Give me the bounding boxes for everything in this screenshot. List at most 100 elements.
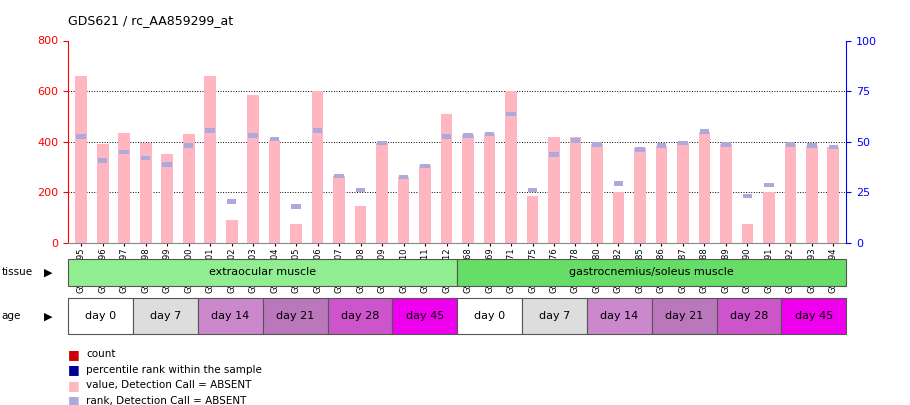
Bar (119, 149, 129, 154)
Bar (592, 144, 603, 243)
Text: day 21: day 21 (665, 311, 703, 321)
Bar (716, 298, 782, 334)
Bar (635, 147, 645, 151)
Bar (392, 298, 457, 334)
Bar (829, 145, 838, 149)
Bar (483, 134, 495, 243)
Bar (378, 141, 387, 145)
Bar (677, 143, 689, 243)
Bar (328, 298, 392, 334)
Bar (528, 188, 537, 192)
Bar (197, 298, 263, 334)
Text: ■: ■ (68, 394, 80, 405)
Text: gastrocnemius/soleus muscle: gastrocnemius/soleus muscle (570, 267, 734, 277)
Bar (399, 175, 409, 179)
Bar (807, 143, 817, 148)
Bar (548, 137, 560, 243)
Bar (141, 156, 150, 160)
Bar (462, 135, 474, 243)
Bar (420, 164, 431, 243)
Bar (612, 192, 624, 243)
Bar (806, 145, 818, 243)
Bar (376, 143, 388, 243)
Bar (334, 174, 344, 178)
Bar (764, 183, 774, 187)
Bar (457, 298, 522, 334)
Bar (248, 133, 258, 138)
Bar (68, 259, 457, 286)
Bar (742, 224, 753, 243)
Text: percentile rank within the sample: percentile rank within the sample (86, 365, 262, 375)
Bar (743, 194, 753, 198)
Bar (485, 132, 494, 136)
Bar (96, 144, 108, 243)
Bar (184, 143, 194, 148)
Bar (652, 298, 716, 334)
Bar (522, 298, 587, 334)
Bar (592, 142, 602, 147)
Bar (463, 133, 473, 138)
Bar (76, 134, 86, 139)
Bar (440, 114, 452, 243)
Bar (398, 177, 410, 243)
Text: day 14: day 14 (601, 311, 639, 321)
Text: ■: ■ (68, 363, 80, 376)
Text: ▶: ▶ (44, 311, 52, 321)
Bar (356, 188, 366, 192)
Text: day 28: day 28 (730, 311, 768, 321)
Bar (263, 298, 328, 334)
Bar (355, 206, 367, 243)
Bar (655, 145, 667, 243)
Text: day 0: day 0 (86, 311, 116, 321)
Bar (678, 141, 688, 145)
Bar (700, 129, 709, 134)
Bar (290, 224, 302, 243)
Bar (634, 148, 646, 243)
Bar (827, 147, 839, 243)
Bar (161, 154, 173, 243)
Bar (248, 95, 259, 243)
Bar (420, 164, 430, 168)
Bar (183, 134, 195, 243)
Bar (76, 76, 87, 243)
Bar (613, 181, 623, 186)
Bar (457, 259, 846, 286)
Text: ■: ■ (68, 348, 80, 361)
Text: day 0: day 0 (474, 311, 505, 321)
Bar (506, 112, 516, 116)
Bar (549, 152, 559, 157)
Bar (505, 91, 517, 243)
Text: day 21: day 21 (276, 311, 314, 321)
Bar (784, 144, 796, 243)
Text: ▶: ▶ (44, 267, 52, 277)
Bar (699, 132, 711, 243)
Bar (785, 142, 795, 147)
Text: value, Detection Call = ABSENT: value, Detection Call = ABSENT (86, 380, 252, 390)
Bar (133, 298, 197, 334)
Bar (333, 176, 345, 243)
Bar (269, 137, 279, 141)
Bar (570, 137, 581, 243)
Bar (140, 143, 152, 243)
Bar (782, 298, 846, 334)
Text: day 28: day 28 (341, 311, 379, 321)
Bar (97, 158, 107, 163)
Text: age: age (2, 311, 21, 321)
Text: rank, Detection Call = ABSENT: rank, Detection Call = ABSENT (86, 396, 247, 405)
Bar (291, 204, 301, 209)
Bar (313, 128, 322, 133)
Bar (206, 128, 215, 133)
Bar (721, 142, 731, 147)
Text: day 7: day 7 (150, 311, 181, 321)
Text: day 7: day 7 (539, 311, 571, 321)
Bar (162, 162, 172, 167)
Bar (441, 134, 451, 139)
Bar (227, 199, 237, 204)
Text: ■: ■ (68, 379, 80, 392)
Bar (527, 196, 539, 243)
Bar (571, 138, 581, 143)
Text: day 45: day 45 (794, 311, 833, 321)
Bar (226, 220, 238, 243)
Text: GDS621 / rc_AA859299_at: GDS621 / rc_AA859299_at (68, 14, 233, 27)
Bar (763, 192, 774, 243)
